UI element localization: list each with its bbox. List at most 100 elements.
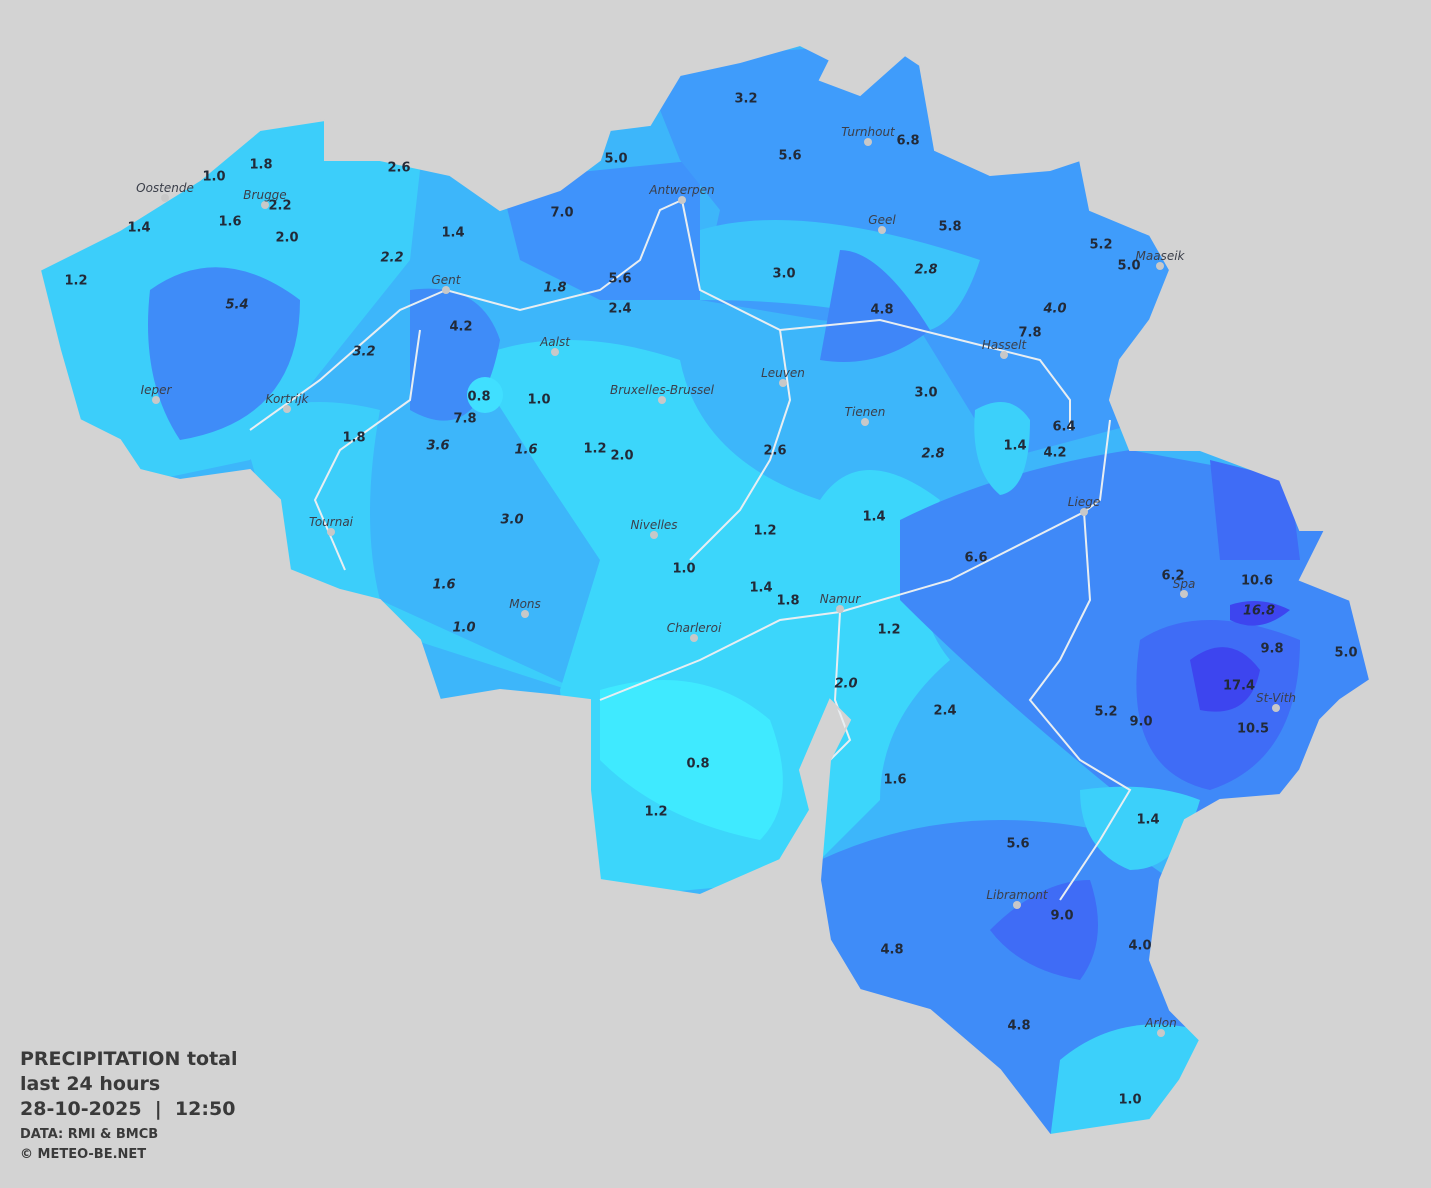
station-value: 1.8 [543, 281, 566, 296]
city-dot [161, 194, 169, 202]
station-value: 2.4 [933, 704, 956, 719]
station-value: 4.2 [1043, 446, 1066, 461]
station-value: 5.0 [1117, 259, 1140, 274]
city-dot [836, 605, 844, 613]
station-value: 2.6 [763, 444, 786, 459]
station-value: 5.0 [1334, 646, 1357, 661]
city-label: Arlon [1144, 1016, 1176, 1030]
city-dot [1000, 351, 1008, 359]
station-value: 7.8 [453, 412, 476, 427]
city-label: Antwerpen [648, 183, 714, 197]
legend-timestamp: 28-10-2025 | 12:50 [20, 1098, 235, 1120]
station-value: 1.8 [776, 594, 799, 609]
city-label: Ieper [141, 383, 173, 397]
station-value: 0.8 [686, 757, 709, 772]
station-value: 9.0 [1129, 715, 1152, 730]
station-value: 4.2 [449, 320, 472, 335]
station-value: 1.8 [342, 431, 365, 446]
station-value: 5.2 [1089, 238, 1112, 253]
station-value: 1.8 [249, 158, 272, 173]
city-label: Libramont [986, 888, 1049, 902]
station-value: 1.6 [218, 215, 241, 230]
station-value: 4.8 [1007, 1019, 1030, 1034]
station-value: 1.4 [441, 226, 464, 241]
city-dot [690, 634, 698, 642]
city-label: Charleroi [667, 621, 722, 635]
city-dot [1180, 590, 1188, 598]
station-value: 10.6 [1241, 574, 1273, 589]
station-value: 1.4 [1003, 439, 1026, 454]
city-dot [861, 418, 869, 426]
city-dot [1157, 1029, 1165, 1037]
station-value: 4.0 [1042, 302, 1066, 317]
station-value: 4.0 [1128, 939, 1151, 954]
station-value: 1.6 [883, 773, 906, 788]
station-value: 2.0 [834, 677, 857, 692]
station-value: 17.4 [1223, 679, 1255, 694]
station-value: 2.0 [275, 231, 298, 246]
city-dot [650, 531, 658, 539]
city-label: Turnhout [841, 125, 896, 139]
stations: 1.8 1.0 2.2 1.6 2.0 1.4 1.2 5.4 2.6 1.4 2.2 3.2 4.2 0… [64, 92, 1357, 1108]
station-value: 1.4 [749, 581, 772, 596]
station-value: 6.6 [964, 551, 987, 566]
station-value: 2.4 [608, 302, 631, 317]
city-label: Mons [509, 597, 541, 611]
city-label: Gent [432, 273, 462, 287]
city-dot [521, 610, 529, 618]
station-value: 5.0 [604, 152, 627, 167]
station-value: 2.2 [268, 199, 291, 214]
station-value: 4.8 [880, 943, 903, 958]
city-label: Leuven [761, 366, 805, 380]
station-value: 5.6 [608, 272, 631, 287]
city-dot [864, 138, 872, 146]
station-value: 6.2 [1161, 569, 1184, 584]
station-value: 3.6 [426, 439, 449, 454]
station-value: 1.0 [672, 562, 695, 577]
station-value: 2.8 [921, 447, 944, 462]
station-value: 5.8 [938, 220, 961, 235]
station-value: 5.6 [1006, 837, 1029, 852]
city-label: Geel [868, 213, 896, 227]
station-value: 16.8 [1243, 604, 1275, 619]
city-dot [327, 528, 335, 536]
city-dot [1080, 508, 1088, 516]
station-value: 1.0 [1118, 1093, 1141, 1108]
city-label: Bruxelles-Brussel [610, 383, 715, 397]
city-label: St-Vith [1256, 691, 1296, 705]
station-value: 2.6 [387, 161, 410, 176]
legend-title: PRECIPITATION total [20, 1048, 238, 1070]
city-label: Tienen [845, 405, 886, 419]
city-dot [878, 226, 886, 234]
station-value: 3.0 [500, 513, 523, 528]
station-value: 4.8 [870, 303, 893, 318]
station-value: 2.8 [914, 263, 937, 278]
station-value: 3.2 [734, 92, 757, 107]
station-value: 1.0 [202, 170, 225, 185]
station-value: 1.2 [64, 274, 87, 289]
station-value: 3.2 [352, 345, 375, 360]
city-dot [261, 201, 269, 209]
station-value: 2.0 [610, 449, 633, 464]
cities: Oostende Brugge Gent Antwerpen Turnhout Geel M… [136, 125, 1296, 1037]
city-dot [658, 396, 666, 404]
legend-period: last 24 hours [20, 1073, 160, 1095]
station-value: 2.2 [380, 251, 403, 266]
city-dot [442, 286, 450, 294]
station-value: 6.8 [896, 134, 919, 149]
station-value: 5.6 [778, 149, 801, 164]
station-value: 1.2 [644, 805, 667, 820]
city-label: Brugge [243, 188, 286, 202]
city-label: Liege [1068, 495, 1100, 509]
station-value: 1.4 [127, 221, 150, 236]
station-value: 3.0 [772, 267, 795, 282]
station-value: 6.4 [1052, 420, 1075, 435]
station-value: 7.0 [550, 206, 573, 221]
station-value: 1.2 [877, 623, 900, 638]
station-value: 1.4 [862, 510, 885, 525]
rivers [249, 199, 1132, 901]
station-value: 10.5 [1237, 722, 1269, 737]
station-value: 7.8 [1018, 326, 1041, 341]
station-value: 9.0 [1050, 909, 1073, 924]
